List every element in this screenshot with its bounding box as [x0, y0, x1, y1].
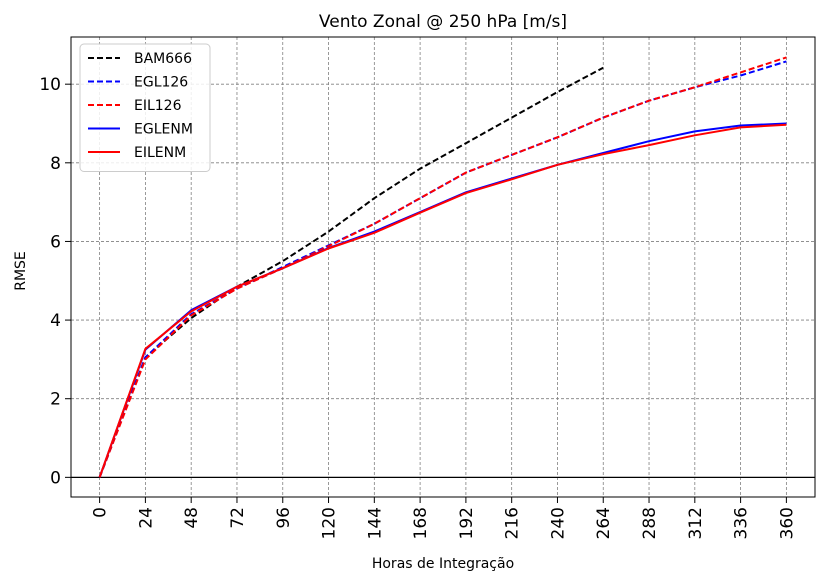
- legend-label: EIL126: [134, 98, 182, 114]
- y-tick-label: 0: [50, 468, 61, 488]
- series-lines: [98, 56, 787, 478]
- x-tick-label: 288: [640, 507, 660, 539]
- legend-label: EILENM: [134, 145, 186, 161]
- legend-box: [79, 43, 211, 172]
- legend: BAM666 EGL126 EIL126 EGLENM EILENM: [79, 43, 211, 172]
- chart-title: Vento Zonal @ 250 hPa [m/s]: [319, 12, 567, 32]
- x-tick-label: 264: [594, 507, 614, 539]
- y-tick-label: 2: [50, 390, 61, 410]
- series-line-eil126: [98, 56, 787, 478]
- x-tick-label: 120: [320, 507, 340, 539]
- x-tick-label: 24: [136, 507, 156, 529]
- y-tick-label: 4: [50, 311, 61, 331]
- x-axis-label: Horas de Integração: [372, 556, 514, 572]
- x-tick-label: 168: [411, 507, 431, 539]
- x-tick-label: 72: [228, 507, 248, 529]
- x-tick-label: 192: [457, 507, 477, 539]
- x-tick-label: 360: [777, 507, 797, 539]
- x-tick-label: 144: [365, 507, 385, 539]
- y-axis-label: RMSE: [13, 251, 29, 291]
- x-tick-label: 0: [91, 507, 111, 518]
- x-tick-label: 240: [548, 507, 568, 539]
- y-tick-label: 8: [50, 154, 61, 174]
- x-tick-label: 96: [274, 507, 294, 529]
- legend-label: EGL126: [134, 75, 188, 91]
- x-tick-label: 216: [503, 507, 523, 539]
- series-line-eilenm: [98, 123, 787, 478]
- x-tick-label: 312: [686, 507, 706, 539]
- x-tick-label: 336: [732, 507, 752, 539]
- legend-label: BAM666: [134, 51, 192, 67]
- plot-frame: [70, 36, 816, 498]
- y-tick-label: 6: [50, 232, 61, 252]
- grid: [71, 37, 815, 497]
- series-line-bam666: [98, 66, 604, 478]
- x-tick-label: 48: [182, 507, 202, 529]
- axis-ticks: 0 24 48 72 96 120 144 168 192 216 240 264 288 312 336 3…: [39, 75, 797, 539]
- y-tick-label: 10: [39, 75, 61, 95]
- legend-label: EGLENM: [134, 122, 193, 138]
